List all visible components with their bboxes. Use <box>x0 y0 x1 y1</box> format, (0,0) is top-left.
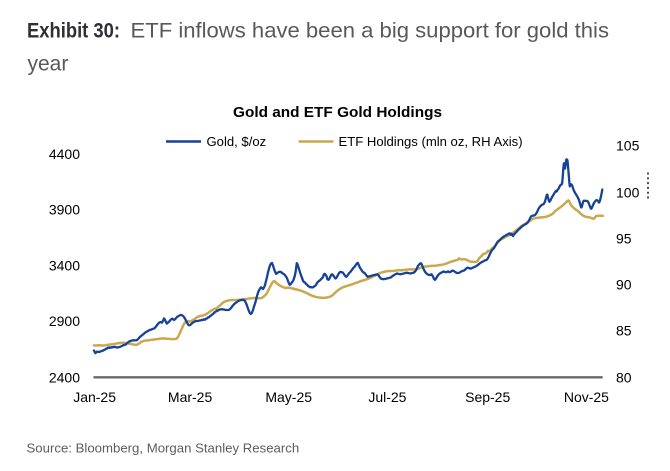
svg-text:May-25: May-25 <box>265 389 312 405</box>
svg-text:2900: 2900 <box>49 313 80 329</box>
svg-text:2400: 2400 <box>49 369 80 385</box>
svg-text:Mar-25: Mar-25 <box>168 389 213 405</box>
svg-text:95: 95 <box>616 230 632 246</box>
svg-text:4400: 4400 <box>49 146 80 162</box>
svg-text:Gold and ETF Gold Holdings: Gold and ETF Gold Holdings <box>233 105 442 121</box>
svg-text:Sep-25: Sep-25 <box>465 389 510 405</box>
svg-text:105: 105 <box>616 138 640 154</box>
svg-text:Jul-25: Jul-25 <box>368 389 406 405</box>
svg-text:90: 90 <box>616 277 632 293</box>
svg-text:85: 85 <box>616 323 632 339</box>
svg-text:ETF inflows have been a big su: ETF inflows have been a big support for … <box>131 19 610 42</box>
svg-text:100: 100 <box>616 185 640 201</box>
svg-text:80: 80 <box>616 369 632 385</box>
svg-text:year: year <box>28 52 69 75</box>
svg-text:3400: 3400 <box>49 257 80 273</box>
svg-text:3900: 3900 <box>49 201 80 217</box>
svg-text:Source: Bloomberg, Morgan Stan: Source: Bloomberg, Morgan Stanley Resear… <box>27 441 300 456</box>
svg-text:ETF Holdings (mln oz, RH Axis): ETF Holdings (mln oz, RH Axis) <box>339 134 523 149</box>
svg-text:Gold, $/oz: Gold, $/oz <box>207 134 267 149</box>
svg-text:Jan-25: Jan-25 <box>73 389 116 405</box>
svg-text:Nov-25: Nov-25 <box>564 389 609 405</box>
svg-text:Exhibit 30:: Exhibit 30: <box>27 19 120 42</box>
